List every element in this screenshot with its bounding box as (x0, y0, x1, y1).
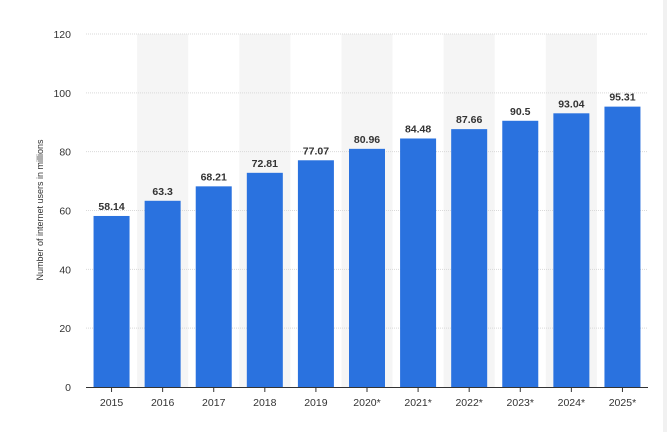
x-tick-label: 2021* (404, 397, 431, 409)
x-tick-label: 2016 (151, 397, 175, 409)
y-tick-label: 0 (65, 382, 71, 394)
value-label: 58.14 (98, 201, 124, 213)
y-axis: 0 20 40 60 80 100 120 (53, 29, 71, 394)
x-tick-label: 2020* (353, 397, 380, 409)
bar-2019 (297, 160, 334, 387)
x-axis: 2015 2016 2017 2018 2019 2020* 2021* 2022* 2023*… (86, 387, 648, 409)
x-tick-label: 2018 (253, 397, 277, 409)
value-label: 95.31 (609, 92, 635, 104)
x-tick-label: 2017 (202, 397, 226, 409)
value-labels: 58.14 63.3 68.21 72.81 77.07 80.96 84.48 87.66 9… (98, 92, 635, 213)
x-tick-label: 2025* (609, 397, 636, 409)
bar-2021 (400, 138, 437, 387)
panel-edge (663, 0, 667, 432)
value-label: 63.3 (152, 186, 173, 198)
bar-2024 (553, 113, 590, 387)
value-label: 68.21 (201, 171, 227, 183)
value-label: 84.48 (405, 123, 431, 135)
bar-2016 (144, 200, 181, 387)
y-tick-label: 120 (53, 29, 71, 41)
bar-2018 (246, 172, 283, 387)
x-tick-label: 2024* (558, 397, 585, 409)
y-axis-title: Number of internet users in millions (35, 139, 45, 281)
y-tick-label: 80 (59, 147, 71, 159)
x-tick-label: 2015 (100, 397, 124, 409)
y-tick-label: 40 (59, 264, 71, 276)
y-tick-label: 100 (53, 88, 71, 100)
x-tick-label: 2022* (455, 397, 482, 409)
y-tick-label: 60 (59, 206, 71, 218)
bar-2020 (349, 148, 385, 387)
value-label: 77.07 (303, 145, 329, 157)
value-label: 90.5 (510, 106, 531, 118)
bar-2015 (93, 215, 130, 387)
value-label: 93.04 (558, 98, 584, 110)
x-tick-label: 2019 (304, 397, 328, 409)
bar-2022 (451, 129, 488, 388)
bar-2023 (502, 120, 539, 387)
x-tick-label: 2023* (507, 397, 534, 409)
bars (93, 106, 641, 388)
bar-2025 (604, 106, 641, 387)
value-label: 80.96 (354, 134, 380, 146)
value-label: 72.81 (252, 158, 278, 170)
bar-2017 (195, 186, 232, 387)
y-tick-label: 20 (59, 323, 71, 335)
value-label: 87.66 (456, 114, 482, 126)
